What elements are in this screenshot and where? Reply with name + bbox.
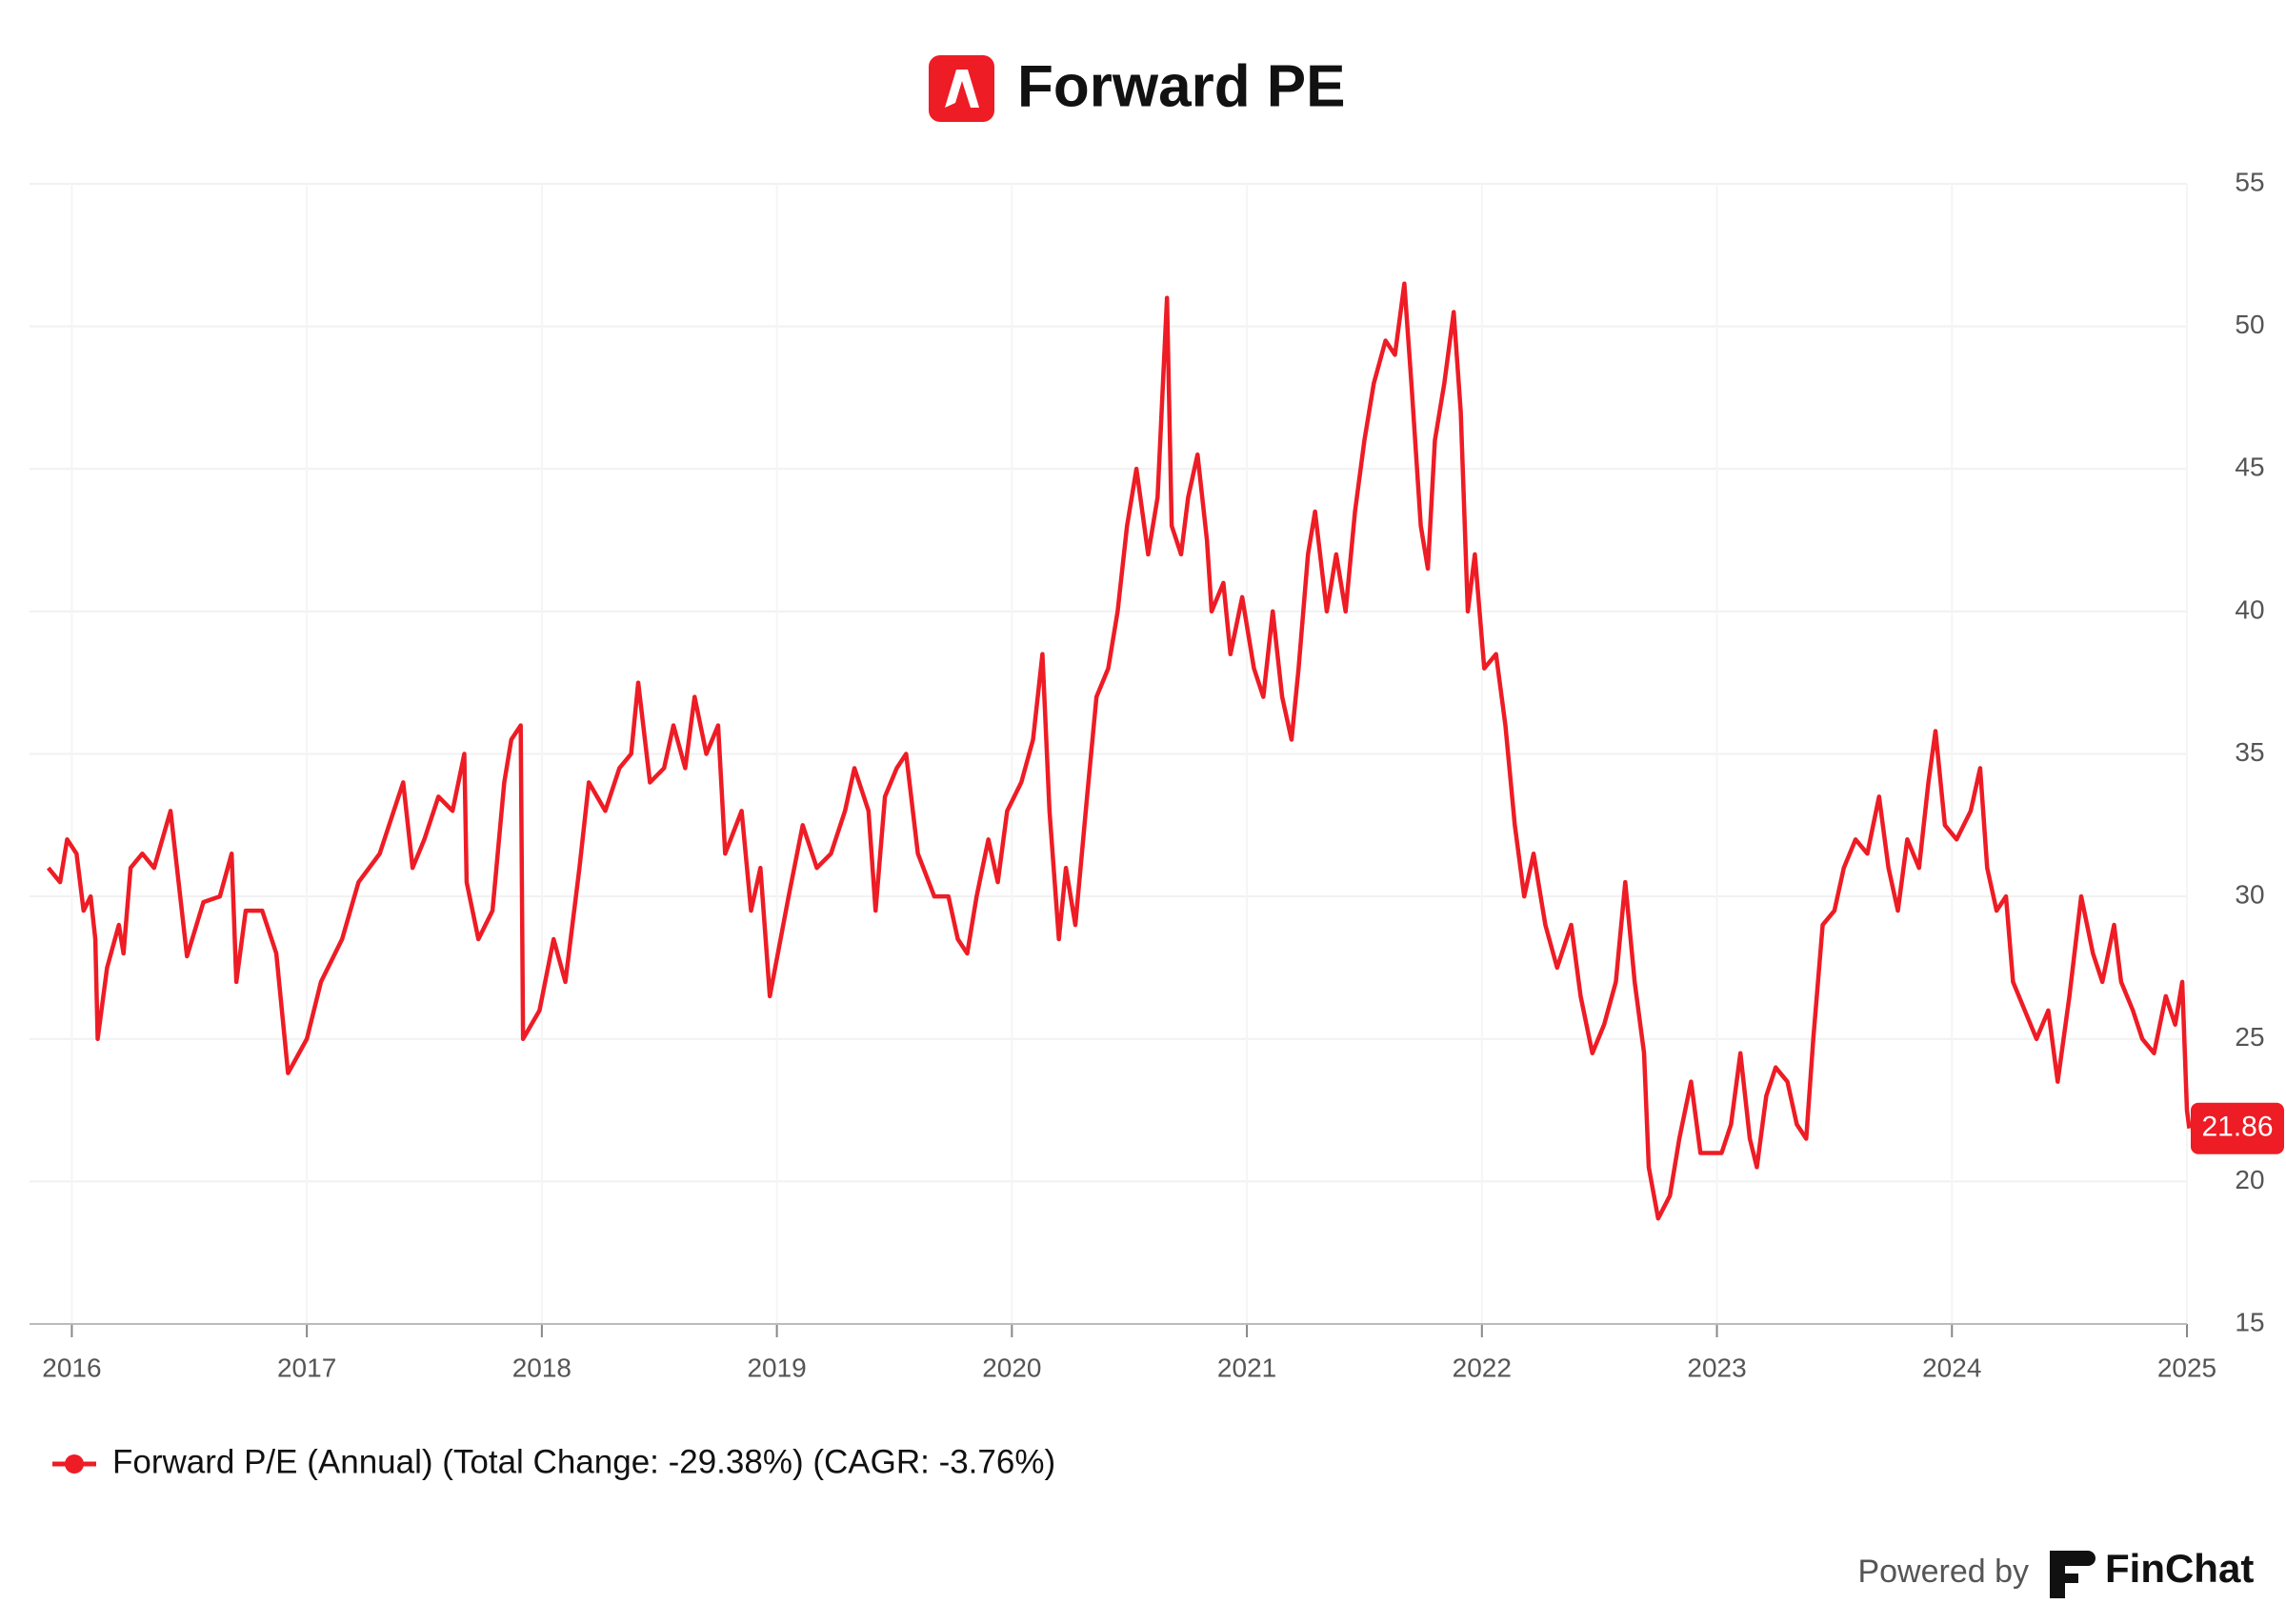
last-value-label: 21.86 bbox=[2201, 1112, 2273, 1143]
y-tick-label: 45 bbox=[2235, 452, 2264, 482]
legend-marker bbox=[65, 1454, 84, 1474]
x-tick-label: 2021 bbox=[1217, 1353, 1276, 1382]
brand-name: FinChat bbox=[2105, 1546, 2254, 1591]
y-tick-label: 55 bbox=[2235, 167, 2264, 196]
logo-badge bbox=[929, 55, 994, 122]
x-tick-label: 2018 bbox=[512, 1353, 572, 1382]
brand-logo bbox=[2050, 1551, 2096, 1598]
x-tick-label: 2024 bbox=[1922, 1353, 1981, 1382]
y-tick-label: 50 bbox=[2235, 310, 2264, 339]
powered-by: Powered by bbox=[1857, 1554, 2029, 1590]
y-tick-label: 30 bbox=[2235, 880, 2264, 910]
series-line bbox=[47, 281, 2192, 1221]
logo-glyph bbox=[945, 70, 979, 108]
x-tick-label: 2025 bbox=[2157, 1353, 2216, 1382]
x-tick-label: 2019 bbox=[747, 1353, 806, 1382]
footer: Powered by FinChat bbox=[1857, 1546, 2254, 1598]
title-logo bbox=[929, 55, 994, 122]
y-tick-label: 35 bbox=[2235, 737, 2264, 767]
legend-label: Forward P/E (Annual) (Total Change: -29.… bbox=[112, 1443, 1055, 1480]
x-tick-label: 2022 bbox=[1453, 1353, 1512, 1382]
y-tick-label: 15 bbox=[2235, 1307, 2264, 1336]
y-tick-label: 40 bbox=[2235, 594, 2264, 624]
x-tick-label: 2016 bbox=[42, 1353, 101, 1382]
y-tick-label: 25 bbox=[2235, 1022, 2264, 1052]
chart-title: Forward PE bbox=[1017, 53, 1346, 119]
legend: Forward P/E (Annual) (Total Change: -29.… bbox=[52, 1443, 1055, 1480]
x-tick-label: 2020 bbox=[982, 1353, 1041, 1382]
x-tick-label: 2017 bbox=[277, 1353, 336, 1382]
x-tick-label: 2023 bbox=[1687, 1353, 1746, 1382]
y-tick-label: 20 bbox=[2235, 1165, 2264, 1194]
last-value-badge bbox=[2191, 1102, 2284, 1154]
